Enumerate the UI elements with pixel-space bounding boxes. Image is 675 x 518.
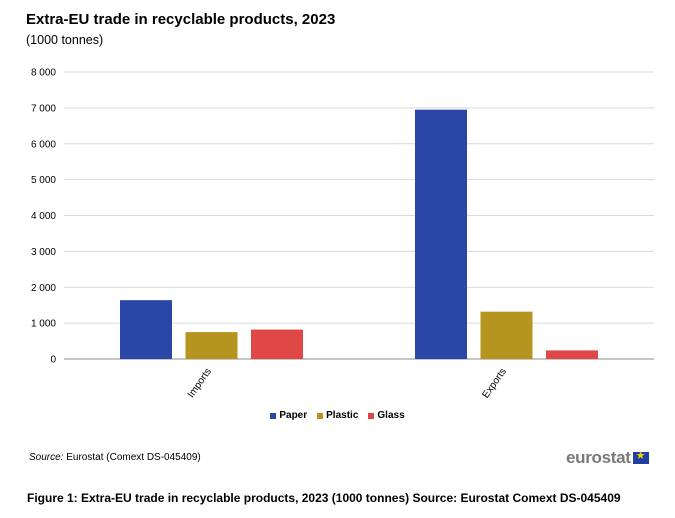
bar-chart: 0 1 000 2 000 3 000 4 000 5 000 6 000 7 000 8 00… — [31, 68, 654, 400]
y-tick-label: 2 000 — [31, 283, 56, 294]
source-label: Source: — [29, 452, 64, 463]
figure-caption: Figure 1: Extra-EU trade in recyclable p… — [27, 491, 621, 505]
source-text: Eurostat (Comext DS-045409) — [63, 452, 201, 463]
eu-flag-icon — [632, 449, 649, 464]
bar-plastic-exports — [480, 311, 533, 359]
bar-paper-exports — [415, 109, 467, 359]
y-tick-label: 6 000 — [31, 139, 56, 150]
legend-swatch-glass — [368, 412, 375, 419]
legend-item-plastic: Plastic — [317, 410, 358, 421]
bar-paper-imports — [120, 300, 172, 359]
eurostat-logo: eurostat — [566, 448, 649, 468]
bar-glass-exports — [546, 350, 598, 359]
bar-glass-imports — [251, 329, 303, 359]
legend-label-plastic: Plastic — [326, 410, 359, 421]
chart-subtitle: (1000 tonnes) — [26, 33, 104, 47]
y-tick-label: 4 000 — [31, 211, 56, 222]
y-tick-label: 3 000 — [31, 247, 56, 258]
legend-swatch-plastic — [317, 412, 324, 419]
legend-label-glass: Glass — [377, 410, 405, 421]
legend-item-glass: Glass — [368, 410, 405, 421]
y-tick-label: 5 000 — [31, 175, 56, 186]
legend-swatch-paper — [270, 412, 277, 419]
chart-title: Extra-EU trade in recyclable products, 2… — [26, 11, 336, 28]
y-tick-label: 0 — [50, 355, 56, 366]
y-tick-label: 1 000 — [31, 319, 56, 330]
logo-text: eurostat — [566, 448, 631, 467]
source-note: Source: Eurostat (Comext DS-045409) — [29, 452, 201, 463]
legend-label-paper: Paper — [279, 410, 308, 421]
x-tick-label: Exports — [480, 366, 508, 400]
legend-item-paper: Paper — [270, 410, 307, 421]
y-tick-label: 8 000 — [31, 68, 56, 79]
bar-plastic-imports — [185, 332, 238, 359]
x-tick-label: Imports — [186, 366, 214, 400]
y-tick-label: 7 000 — [31, 103, 56, 114]
legend: Paper Plastic Glass — [0, 410, 675, 421]
